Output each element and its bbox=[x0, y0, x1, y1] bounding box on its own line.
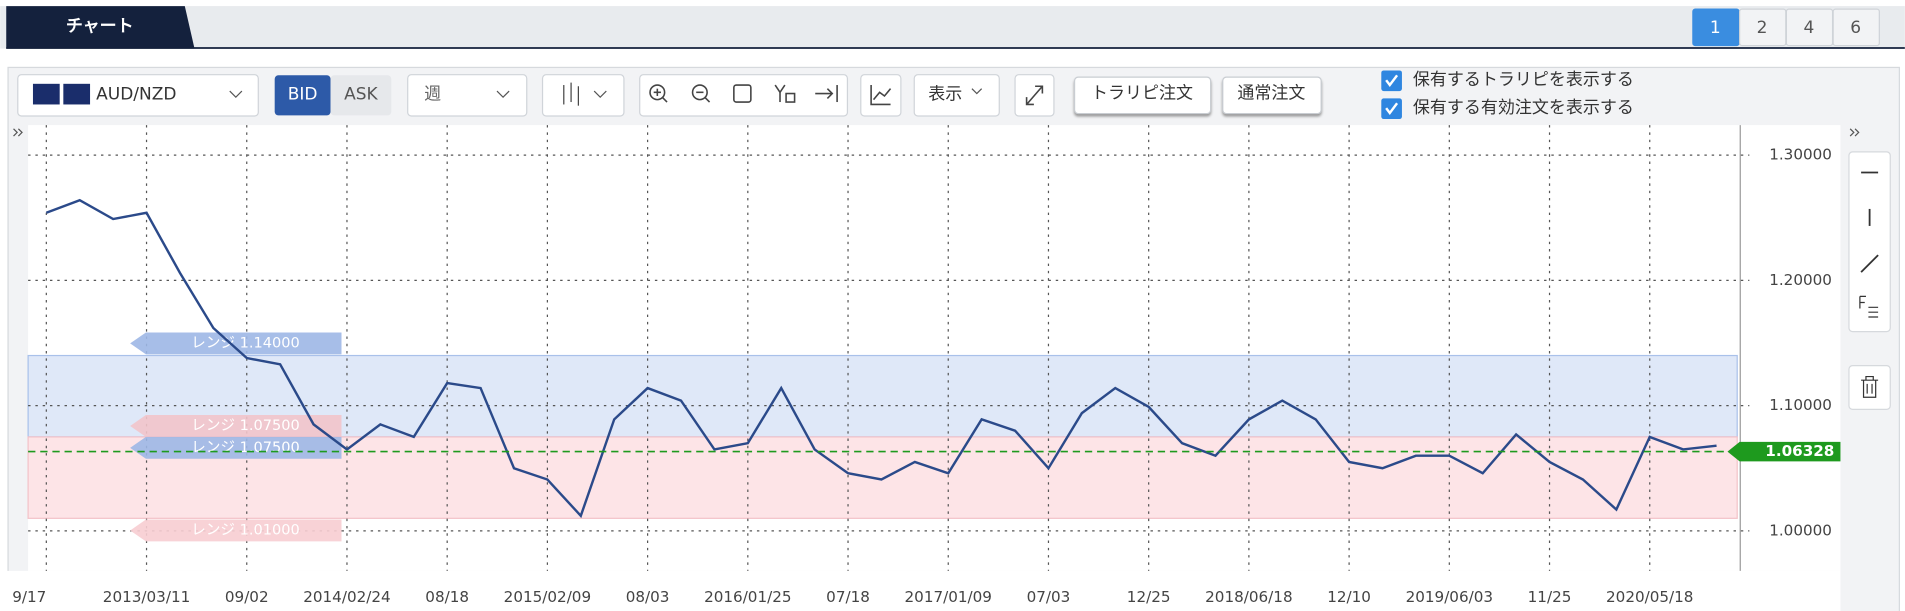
page-label: 4 bbox=[1803, 18, 1814, 38]
tab[interactable] bbox=[6, 6, 195, 49]
tab-title: チャート bbox=[66, 17, 134, 37]
range-tag bbox=[130, 519, 342, 542]
range-tag bbox=[130, 332, 342, 355]
y-tick-label: 1.20000 bbox=[1769, 271, 1832, 289]
bid-label: BID bbox=[288, 85, 318, 105]
x-tick-label: 11/25 bbox=[1528, 588, 1572, 606]
ask-label: ASK bbox=[344, 85, 378, 105]
collapse-right[interactable] bbox=[1849, 128, 1860, 137]
x-tick-label: 2016/01/25 bbox=[704, 588, 791, 606]
range-tag bbox=[130, 436, 342, 459]
x-tick-label: 08/18 bbox=[425, 588, 469, 606]
order-button[interactable] bbox=[1073, 76, 1212, 115]
page-button[interactable] bbox=[1832, 8, 1880, 47]
view-button[interactable] bbox=[913, 74, 1000, 117]
order-button-label: トラリピ注文 bbox=[1091, 84, 1193, 104]
order-button-label: 通常注文 bbox=[1237, 84, 1305, 104]
page-label: 6 bbox=[1850, 18, 1861, 38]
indicator-button[interactable] bbox=[860, 74, 902, 117]
x-tick-label: 2014/02/24 bbox=[303, 588, 390, 606]
drawing-tools bbox=[1848, 151, 1891, 410]
check-mark bbox=[1385, 102, 1399, 115]
y-tick-label: 1.10000 bbox=[1769, 396, 1832, 414]
current-price-tag bbox=[1727, 441, 1841, 462]
range-label: レンジ 1.01000 bbox=[191, 521, 300, 538]
x-tick-label: 08/03 bbox=[626, 588, 670, 606]
chart-type-select[interactable] bbox=[541, 74, 625, 117]
x-tick-label: 07/03 bbox=[1027, 588, 1071, 606]
top-bar bbox=[0, 6, 1905, 49]
x-tick-label: 07/18 bbox=[826, 588, 870, 606]
check-mark bbox=[1385, 74, 1399, 88]
range-tag bbox=[130, 415, 342, 437]
ask-button[interactable] bbox=[330, 75, 392, 116]
y-tick-label: 1.30000 bbox=[1769, 146, 1832, 164]
x-tick-label: 2019/06/03 bbox=[1406, 588, 1493, 606]
x-tick-label: 2017/01/09 bbox=[905, 588, 992, 606]
y-tick-label: 1.00000 bbox=[1769, 521, 1832, 539]
time-axis bbox=[0, 570, 1841, 611]
current-price-label: 1.06328 bbox=[1765, 442, 1834, 460]
range-label: レンジ 1.07500 bbox=[191, 417, 300, 434]
symbol: AUD/NZD bbox=[96, 85, 176, 105]
page-label: 1 bbox=[1710, 18, 1721, 38]
x-tick-label: 2018/06/18 bbox=[1205, 588, 1292, 606]
checkbox-label: 保有する有効注文を表示する bbox=[1413, 98, 1634, 118]
x-tick-label: 2015/02/09 bbox=[504, 588, 591, 606]
bid-button[interactable] bbox=[274, 75, 331, 116]
price-axis bbox=[1737, 125, 1841, 571]
x-tick-label: 9/17 bbox=[12, 588, 46, 606]
period-select[interactable] bbox=[407, 74, 528, 117]
x-tick-label: 09/02 bbox=[225, 588, 269, 606]
zoom-tools[interactable] bbox=[639, 74, 849, 117]
x-tick-label: 2013/03/11 bbox=[103, 588, 190, 606]
page-label: 2 bbox=[1757, 18, 1768, 38]
price-line bbox=[45, 198, 1717, 519]
order-button[interactable] bbox=[1222, 76, 1322, 115]
period: 週 bbox=[424, 85, 441, 105]
checkbox-label: 保有するトラリピを表示する bbox=[1413, 70, 1634, 90]
x-tick-label: 12/25 bbox=[1127, 588, 1171, 606]
view-label: 表示 bbox=[928, 85, 962, 105]
range-label: レンジ 1.07500 bbox=[191, 439, 300, 456]
collapse-left[interactable] bbox=[13, 128, 23, 137]
x-tick-label: 12/10 bbox=[1327, 588, 1371, 606]
range-label: レンジ 1.14000 bbox=[191, 334, 300, 351]
x-tick-label: 2020/05/18 bbox=[1606, 588, 1693, 606]
